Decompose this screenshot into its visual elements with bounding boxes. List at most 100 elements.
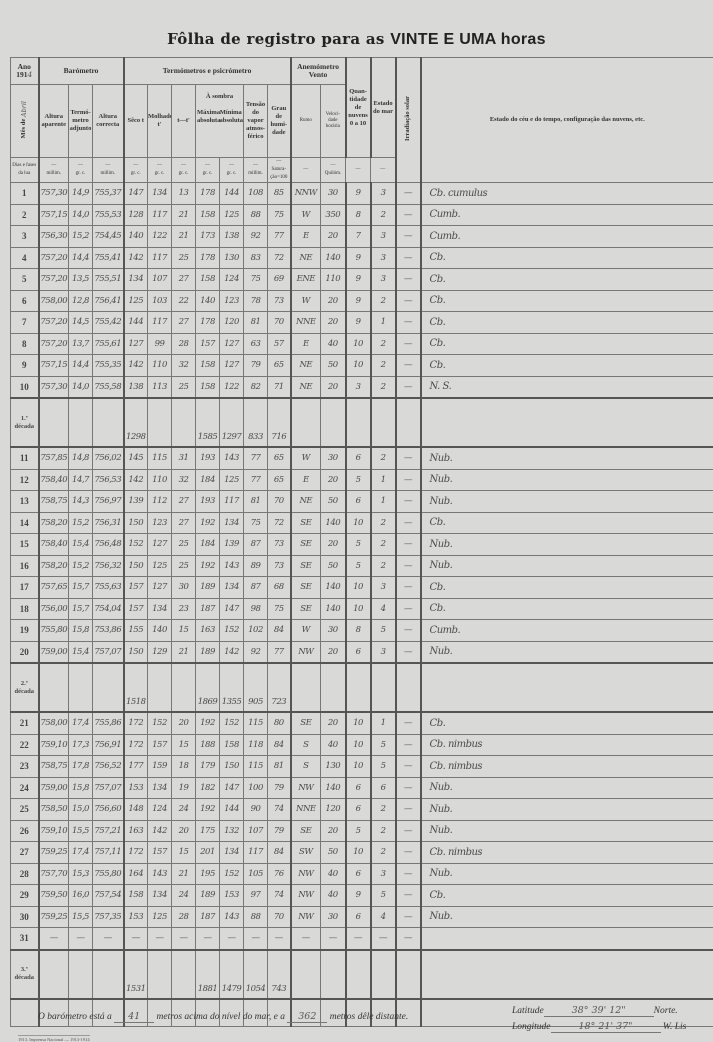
grau-cell: 80 — [268, 712, 291, 734]
molhado-total — [148, 663, 172, 712]
mar-cell: 5 — [371, 756, 396, 778]
tensao-cell: 100 — [244, 777, 268, 799]
velocidade-cell: 30 — [321, 447, 346, 469]
grau-cell: 70 — [268, 491, 291, 513]
grau-cell: 75 — [268, 204, 291, 226]
irradiacao-cell: — — [396, 469, 421, 491]
molhado-cell: 107 — [148, 269, 172, 291]
altura-aparente-cell: 757,20 — [39, 333, 69, 355]
tensao-cell: 79 — [244, 355, 268, 377]
velocidade-cell: 20 — [321, 712, 346, 734]
estado-ceu-total — [421, 950, 713, 999]
altura-correcta-cell: 755,86 — [93, 712, 124, 734]
rumo-cell: NW — [291, 885, 321, 907]
mar-cell: 2 — [371, 799, 396, 821]
maxima-cell: 193 — [196, 491, 220, 513]
irradiacao-cell: — — [396, 183, 421, 205]
rumo-cell: E — [291, 226, 321, 248]
seco-cell: 142 — [124, 355, 148, 377]
nuvens-cell: 5 — [346, 820, 371, 842]
estado-ceu-cell: Cumb. — [421, 204, 713, 226]
irradiacao-cell: — — [396, 247, 421, 269]
rumo-cell: SE — [291, 712, 321, 734]
tensao-cell: 102 — [244, 620, 268, 642]
altura-aparente-cell: 757,70 — [39, 863, 69, 885]
termometro-adjunto-total — [69, 398, 93, 447]
grau-cell: 84 — [268, 842, 291, 864]
irradiacao-cell: — — [396, 712, 421, 734]
diff-total — [172, 950, 196, 999]
unit-label: — — [346, 158, 371, 183]
irradiacao-cell: — — [396, 512, 421, 534]
day-cell: 19 — [11, 620, 39, 642]
termometro-adjunto-cell: 14,5 — [69, 312, 93, 334]
velocidade-cell: 140 — [321, 577, 346, 599]
tensao-cell: 108 — [244, 183, 268, 205]
day-cell: 18 — [11, 598, 39, 620]
day-cell: 31 — [11, 928, 39, 950]
maxima-cell: 188 — [196, 734, 220, 756]
irradiacao-cell: — — [396, 885, 421, 907]
altura-aparente-cell: 758,75 — [39, 491, 69, 513]
nuvens-cell: 5 — [346, 534, 371, 556]
diff-cell: 27 — [172, 269, 196, 291]
maxima-total: 1869 — [196, 663, 220, 712]
day-cell: 1 — [11, 183, 39, 205]
grau-cell: 84 — [268, 734, 291, 756]
altura-aparente-cell: 757,85 — [39, 447, 69, 469]
termometro-adjunto-cell: 15,2 — [69, 226, 93, 248]
day-cell: 2 — [11, 204, 39, 226]
rumo-total — [291, 950, 321, 999]
molhado-cell: 134 — [148, 777, 172, 799]
altura-correcta-cell: 756,60 — [93, 799, 124, 821]
mar-cell: 2 — [371, 290, 396, 312]
table-row: 31——————————————— — [11, 928, 713, 950]
tensao-total: 833 — [244, 398, 268, 447]
velocidade-cell: 50 — [321, 355, 346, 377]
altura-correcta-cell: 757,07 — [93, 641, 124, 663]
estado-ceu-cell: Nub. — [421, 641, 713, 663]
grau-cell: 70 — [268, 906, 291, 928]
velocidade-cell: 140 — [321, 598, 346, 620]
maxima-cell: — — [196, 928, 220, 950]
molhado-cell: 117 — [148, 247, 172, 269]
grau-total: 743 — [268, 950, 291, 999]
day-cell: 25 — [11, 799, 39, 821]
minima-cell: 150 — [220, 756, 244, 778]
velocidade-cell: 20 — [321, 820, 346, 842]
tensao-cell: 78 — [244, 290, 268, 312]
altura-correcta-cell: 754,45 — [93, 226, 124, 248]
molhado-cell: 157 — [148, 734, 172, 756]
nuvens-total — [346, 398, 371, 447]
velocidade-cell: 50 — [321, 842, 346, 864]
seco-cell: 144 — [124, 312, 148, 334]
velocidade-cell: — — [321, 928, 346, 950]
mar-cell: 5 — [371, 620, 396, 642]
seco-cell: 152 — [124, 534, 148, 556]
day-cell: 21 — [11, 712, 39, 734]
seco-cell: 142 — [124, 469, 148, 491]
tensao-total: 1054 — [244, 950, 268, 999]
rumo-cell: W — [291, 447, 321, 469]
diff-cell: 15 — [172, 734, 196, 756]
unit-label: —millim. — [39, 158, 69, 183]
day-cell: 12 — [11, 469, 39, 491]
diff-cell: 25 — [172, 555, 196, 577]
mar-header: Estado do mar — [371, 58, 396, 158]
altura-aparente-cell: 757,20 — [39, 247, 69, 269]
irradiacao-cell: — — [396, 312, 421, 334]
minima-cell: 138 — [220, 226, 244, 248]
altura-aparente-total — [39, 398, 69, 447]
grau-total: 723 — [268, 663, 291, 712]
mar-cell: 3 — [371, 577, 396, 599]
termometro-adjunto-cell: 15,2 — [69, 512, 93, 534]
molhado-cell: 140 — [148, 620, 172, 642]
minima-cell: 143 — [220, 906, 244, 928]
altura-correcta-cell: 755,37 — [93, 183, 124, 205]
mar-cell: 5 — [371, 734, 396, 756]
nuvens-cell: 10 — [346, 512, 371, 534]
grau-cell: 65 — [268, 447, 291, 469]
nuvens-header: Quan-tidade de nuvens 0 a 10 — [346, 58, 371, 158]
